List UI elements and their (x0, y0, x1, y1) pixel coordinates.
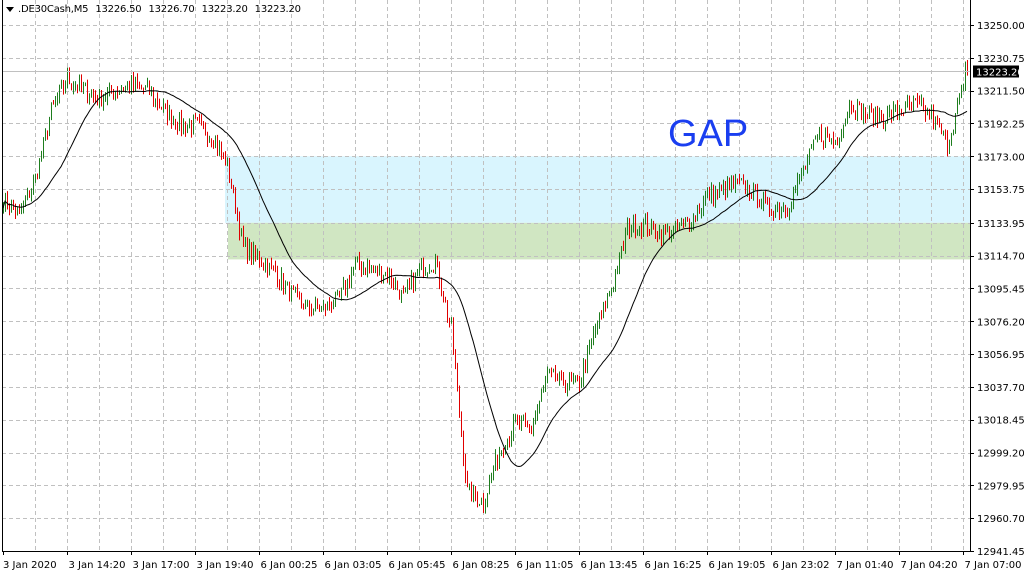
gap-zone-1 (228, 222, 970, 260)
time-tick-label: 6 Jan 08:25 (453, 560, 510, 571)
time-tick-label: 3 Jan 19:40 (197, 560, 254, 571)
time-axis: 3 Jan 2020 3 Jan 14:20 3 Jan 17:00 3 Jan 19… (3, 551, 1021, 571)
time-tick-label: 6 Jan 03:05 (325, 560, 382, 571)
time-tick-label: 6 Jan 13:45 (581, 560, 638, 571)
time-tick-label: 6 Jan 19:05 (709, 560, 766, 571)
last-price-badge (973, 65, 1019, 78)
price-tick-label: 13230.75 (977, 54, 1024, 65)
time-tick-label: 6 Jan 23:02 (773, 560, 830, 571)
time-tick-label: 3 Jan 2020 (3, 560, 57, 571)
time-tick-label: 7 Jan 01:40 (837, 560, 894, 571)
price-tick-label: 12999.20 (977, 449, 1024, 460)
price-tick-label: 13095.45 (977, 284, 1024, 295)
close-value: 13223.20 (254, 4, 301, 15)
price-tick-label: 13018.45 (977, 416, 1024, 427)
time-tick-label: 6 Jan 11:05 (517, 560, 574, 571)
price-tick-label: 12979.95 (977, 481, 1024, 492)
moving-average-line (2, 90, 968, 468)
symbol-label: .DE30Cash,M5 (18, 4, 89, 15)
price-tick-label: 13192.25 (977, 119, 1024, 130)
price-tick-label: 13114.70 (977, 252, 1024, 263)
open-value: 13226.50 (95, 4, 142, 15)
time-tick-label: 6 Jan 16:25 (645, 560, 702, 571)
price-tick-label: 12941.45 (977, 547, 1024, 558)
time-tick-label: 3 Jan 17:00 (133, 560, 190, 571)
price-tick-label: 13076.20 (977, 317, 1024, 328)
time-tick-label: 6 Jan 00:25 (261, 560, 318, 571)
price-tick-label: 13056.95 (977, 350, 1024, 361)
gap-annotation: GAP (668, 113, 749, 155)
price-tick-label: 13173.00 (977, 152, 1024, 163)
price-tick-label: 13153.75 (977, 185, 1024, 196)
price-tick-label: 13133.95 (977, 219, 1024, 230)
price-tick-label: 13250.00 (977, 21, 1024, 32)
dropdown-triangle-icon[interactable] (6, 6, 14, 12)
last-price-label: 13223.20 (976, 68, 1024, 79)
time-tick-label: 6 Jan 05:45 (389, 560, 446, 571)
chart-header: .DE30Cash,M5 13226.50 13226.70 13223.20 … (6, 4, 305, 15)
price-tick-label: 12960.70 (977, 514, 1024, 525)
high-value: 13226.70 (148, 4, 195, 15)
ohlc-bars (3, 59, 968, 514)
zones (225, 156, 970, 260)
low-value: 13223.20 (201, 4, 248, 15)
price-tick-label: 13037.70 (977, 383, 1024, 394)
price-axis: 13250.00 13230.75 13211.50 13192.25 13173.00… (970, 21, 1024, 558)
price-tick-label: 13211.50 (977, 87, 1024, 98)
time-tick-label: 7 Jan 07:00 (965, 560, 1022, 571)
time-tick-label: 7 Jan 04:20 (901, 560, 958, 571)
time-tick-label: 3 Jan 14:20 (69, 560, 126, 571)
